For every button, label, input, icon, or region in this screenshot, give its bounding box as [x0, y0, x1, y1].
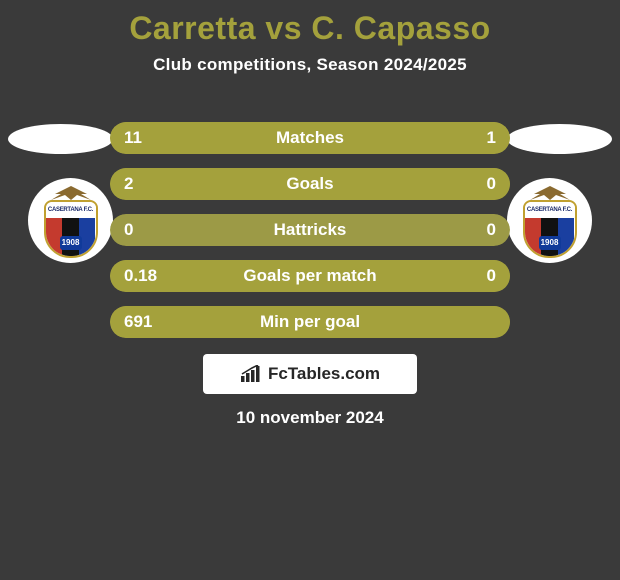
player-left-avatar: CASERTANA F.C. 1908	[28, 178, 113, 263]
stat-label: Goals	[286, 174, 333, 194]
stats-bars: 11 Matches 1 2 Goals 0 0 Hattricks 0 0.1…	[110, 122, 510, 352]
stat-row: 2 Goals 0	[110, 168, 510, 200]
badge-top-text: CASERTANA F.C.	[46, 202, 96, 218]
badge-year: 1908	[60, 236, 82, 250]
stat-value-right: 1	[487, 128, 496, 148]
stat-label: Hattricks	[274, 220, 347, 240]
date-line: 10 november 2024	[0, 408, 620, 428]
stat-row: 0.18 Goals per match 0	[110, 260, 510, 292]
player-left-name: Carretta	[129, 10, 256, 46]
badge-top-text: CASERTANA F.C.	[525, 202, 575, 218]
stat-value-left: 691	[124, 312, 152, 332]
bar-left-fill	[110, 122, 402, 154]
page-title: Carretta vs C. Capasso	[0, 0, 620, 47]
watermark-text: FcTables.com	[268, 364, 380, 384]
player-right-placeholder	[507, 124, 612, 154]
vs-label: vs	[265, 10, 302, 46]
stat-value-left: 11	[124, 128, 142, 148]
player-right-name: C. Capasso	[311, 10, 490, 46]
stat-value-left: 0.18	[124, 266, 157, 286]
stat-row: 691 Min per goal	[110, 306, 510, 338]
stat-value-left: 0	[124, 220, 133, 240]
shield-icon: CASERTANA F.C. 1908	[44, 200, 98, 258]
stat-value-right: 0	[487, 174, 496, 194]
stat-label: Goals per match	[243, 266, 376, 286]
eagle-icon	[526, 184, 574, 202]
stat-row: 0 Hattricks 0	[110, 214, 510, 246]
stat-value-right: 0	[487, 220, 496, 240]
badge-year: 1908	[539, 236, 561, 250]
subtitle: Club competitions, Season 2024/2025	[0, 55, 620, 75]
player-right-avatar: CASERTANA F.C. 1908	[507, 178, 592, 263]
comparison-infographic: Carretta vs C. Capasso Club competitions…	[0, 0, 620, 580]
chart-icon	[240, 365, 262, 383]
stat-row: 11 Matches 1	[110, 122, 510, 154]
stat-value-left: 2	[124, 174, 133, 194]
club-badge-left: CASERTANA F.C. 1908	[39, 184, 103, 258]
stat-label: Matches	[276, 128, 344, 148]
club-badge-right: CASERTANA F.C. 1908	[518, 184, 582, 258]
shield-icon: CASERTANA F.C. 1908	[523, 200, 577, 258]
stat-label: Min per goal	[260, 312, 360, 332]
eagle-icon	[47, 184, 95, 202]
player-left-placeholder	[8, 124, 113, 154]
watermark: FcTables.com	[203, 354, 417, 394]
stat-value-right: 0	[487, 266, 496, 286]
